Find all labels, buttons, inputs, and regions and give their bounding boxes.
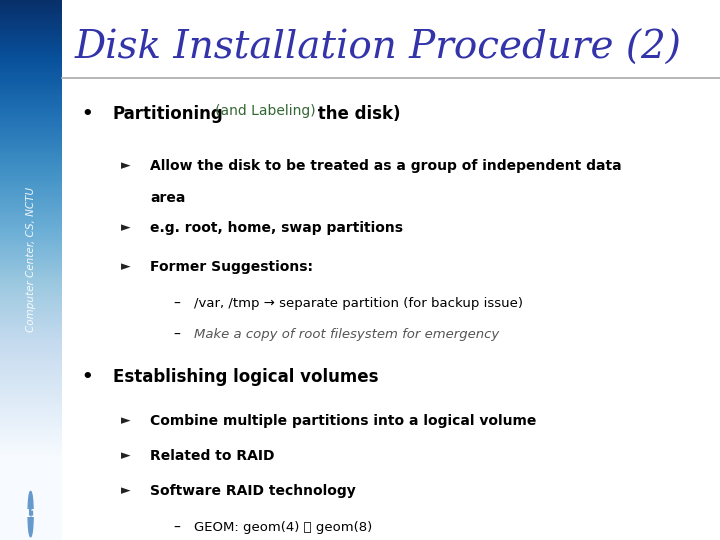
- Text: 11: 11: [23, 509, 38, 519]
- Text: ►: ►: [120, 221, 130, 234]
- Text: –: –: [174, 328, 180, 342]
- Text: (and Labeling): (and Labeling): [215, 104, 315, 118]
- Text: Make a copy of root filesystem for emergency: Make a copy of root filesystem for emerg…: [194, 328, 500, 341]
- Text: Computer Center, CS, NCTU: Computer Center, CS, NCTU: [26, 187, 35, 332]
- Circle shape: [28, 491, 33, 537]
- Text: Partitioning: Partitioning: [112, 105, 223, 123]
- Text: GEOM: geom(4) ・ geom(8): GEOM: geom(4) ・ geom(8): [194, 521, 372, 534]
- Text: Disk Installation Procedure (2): Disk Installation Procedure (2): [74, 30, 681, 67]
- Text: Related to RAID: Related to RAID: [150, 449, 274, 463]
- Text: Allow the disk to be treated as a group of independent data: Allow the disk to be treated as a group …: [150, 159, 622, 173]
- Text: ►: ►: [120, 159, 130, 172]
- Text: –: –: [174, 297, 180, 311]
- Text: e.g. root, home, swap partitions: e.g. root, home, swap partitions: [150, 221, 403, 235]
- Text: •: •: [81, 105, 93, 123]
- Text: Former Suggestions:: Former Suggestions:: [150, 260, 313, 274]
- Text: area: area: [150, 191, 186, 205]
- Text: ►: ►: [120, 449, 130, 462]
- Text: ►: ►: [120, 484, 130, 497]
- Text: /var, /tmp → separate partition (for backup issue): /var, /tmp → separate partition (for bac…: [194, 297, 523, 310]
- Text: Software RAID technology: Software RAID technology: [150, 484, 356, 498]
- Text: ►: ►: [120, 414, 130, 427]
- Text: •: •: [81, 368, 93, 386]
- Text: –: –: [174, 521, 180, 535]
- Text: ►: ►: [120, 260, 130, 273]
- Text: Establishing logical volumes: Establishing logical volumes: [112, 368, 378, 386]
- Text: Combine multiple partitions into a logical volume: Combine multiple partitions into a logic…: [150, 414, 536, 428]
- Text: the disk): the disk): [312, 105, 401, 123]
